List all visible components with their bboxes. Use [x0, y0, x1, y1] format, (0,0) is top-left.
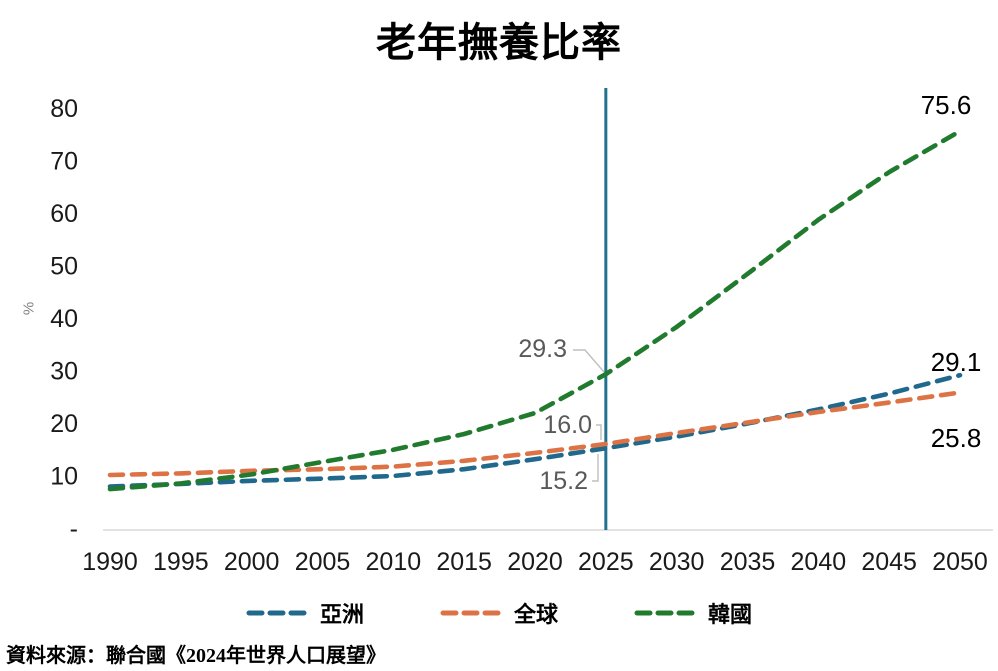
legend-label-asia: 亞洲 [319, 602, 364, 627]
data-label-75.6: 75.6 [921, 90, 972, 120]
chart-legend: 亞洲 全球 韓國 [0, 597, 998, 629]
x-tick-label: 1995 [153, 548, 209, 576]
series-line-world [107, 390, 963, 478]
y-axis-unit-label: % [20, 301, 38, 316]
data-label-29.1: 29.1 [931, 347, 982, 377]
legend-dash-swatch-world [440, 610, 502, 616]
x-tick-label: 2020 [507, 548, 563, 576]
x-tick-label: 2045 [861, 548, 917, 576]
y-tick-label: 60 [50, 200, 78, 228]
legend-label-world: 全球 [513, 602, 558, 627]
y-tick-label: - [70, 515, 78, 543]
data-label-29.3: 29.3 [518, 335, 567, 363]
x-tick-label: 2040 [791, 548, 847, 576]
x-tick-label: 2010 [366, 548, 422, 576]
series-line-asia [107, 372, 963, 489]
annotation-leader-line [596, 424, 602, 440]
annotation-leader-line [592, 454, 599, 482]
series-line-korea [107, 128, 963, 492]
annotation-leader-line [573, 349, 605, 373]
y-tick-label: 70 [50, 148, 78, 176]
legend-item-world: 全球 [440, 597, 558, 629]
source-note: 資料來源：聯合國《2024年世界人口展望》 [6, 645, 386, 667]
x-tick-label: 2025 [578, 548, 634, 576]
data-label-16.0: 16.0 [543, 411, 592, 439]
x-tick-label: 1990 [82, 548, 138, 576]
data-label-15.2: 15.2 [539, 467, 588, 495]
x-tick-label: 2035 [720, 548, 776, 576]
data-label-25.8: 25.8 [931, 423, 982, 453]
legend-item-korea: 韓國 [634, 597, 752, 629]
y-tick-label: 50 [50, 253, 78, 281]
y-tick-label: 80 [50, 95, 78, 123]
page-title: 老年撫養比率 [376, 20, 622, 65]
y-tick-label: 20 [50, 410, 78, 438]
legend-item-asia: 亞洲 [246, 597, 364, 629]
x-tick-label: 2000 [224, 548, 280, 576]
legend-dash-swatch-asia [246, 610, 308, 616]
x-tick-label: 2030 [649, 548, 705, 576]
x-tick-label: 2005 [295, 548, 351, 576]
x-tick-label: 2015 [436, 548, 492, 576]
legend-label-korea: 韓國 [708, 602, 753, 627]
y-tick-label: 30 [50, 358, 78, 386]
legend-dash-swatch-korea [634, 610, 696, 616]
y-tick-label: 10 [50, 463, 78, 491]
y-tick-label: 40 [50, 305, 78, 333]
x-tick-label: 2050 [932, 548, 988, 576]
